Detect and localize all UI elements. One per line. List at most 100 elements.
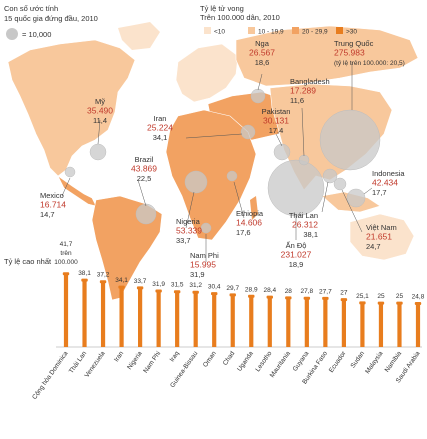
bar-cap-7: [192, 290, 199, 294]
map-label-9-rate: 31,9: [190, 270, 205, 279]
leader-indonesia: [363, 187, 373, 195]
russia-shape: [235, 25, 419, 87]
bar-value-label-12: 28: [285, 288, 293, 295]
bar-category-label-11: Lesotho: [254, 350, 273, 373]
map-label-10-name: Ethiopia: [236, 209, 264, 218]
bubble-indonesia: [346, 188, 366, 208]
bar-value-label-16: 25,1: [356, 293, 369, 300]
bar-category-label-0: Cộng hòa Dominica: [31, 350, 70, 401]
bar-category-label-4: Nigeria: [126, 350, 144, 371]
map-label-0-name: Trung Quốc: [334, 39, 374, 48]
bar-cap-11: [266, 295, 273, 299]
bar-category-label-10: Uganda: [236, 350, 255, 373]
bar-cap-0: [62, 272, 70, 276]
bar-cap-5: [155, 289, 162, 293]
map-label-2-rate: 11,6: [290, 96, 304, 105]
bar-value-label-4: 33,7: [134, 278, 147, 285]
bar-cap-13: [303, 296, 311, 300]
bar-value-label-7: 31,2: [189, 282, 202, 289]
leader-pakistan: [275, 133, 283, 147]
bar-cap-1: [81, 278, 88, 282]
bubble-ethiopia: [226, 170, 238, 182]
map-label-13-name: Indonesia: [372, 169, 405, 178]
map-label-7-name: Mexico: [40, 191, 64, 200]
map-label-12-value: 26.312: [292, 220, 318, 230]
bubble-india: [267, 159, 325, 217]
bar-category-label-8: Oman: [202, 350, 218, 369]
map-label-6-rate: 22,5: [137, 174, 152, 183]
bar-cap-15: [340, 298, 348, 302]
map-label-1-name: Nga: [255, 39, 270, 48]
bar-category-label-18: Namibia: [384, 350, 404, 374]
bubble-pakistan: [273, 143, 291, 161]
bar-cap-12: [285, 296, 292, 300]
map-label-5-rate: 34,1: [153, 133, 168, 142]
bar-category-label-16: Sudan: [350, 350, 367, 370]
legend-swatch-0: [204, 27, 211, 34]
map-label-6-name: Brazil: [135, 155, 154, 164]
bar-cap-8: [211, 292, 218, 296]
bar-cap-14: [322, 296, 329, 300]
europe-shape: [175, 43, 239, 103]
bubble-russia: [250, 88, 266, 104]
bar-value-label-1: 38,1: [78, 270, 91, 277]
bar-value-label-3: 34,1: [115, 277, 128, 284]
map-label-3-name: Pakistan: [262, 107, 291, 116]
bar-value-label-10: 28,9: [245, 286, 258, 293]
leader-usa: [97, 119, 101, 145]
map-label-3-rate: 17,4: [269, 126, 284, 135]
legend-circle-swatch: [6, 28, 18, 40]
map-label-14-name: Việt Nam: [366, 223, 397, 232]
madagascar-shape: [250, 196, 258, 220]
bar-cap-6: [173, 290, 181, 294]
bar-value-label-19: 24,8: [412, 293, 425, 300]
bar-category-label-3: Iran: [113, 350, 125, 364]
map-label-12-rate: 38,1: [303, 230, 318, 239]
bar-cap-9: [229, 293, 236, 297]
legend-label-0: <10: [214, 29, 225, 36]
leader-nigeria: [185, 191, 195, 229]
map-label-2-value: 17.289: [290, 86, 316, 96]
leader-thailand: [321, 181, 329, 213]
map-label-6-value: 43.869: [131, 164, 157, 174]
bar-cap-18: [396, 301, 403, 305]
bar-cap-10: [248, 294, 255, 298]
map-label-8-rate: 33,7: [176, 236, 191, 245]
map-label-10-rate: 17,6: [236, 228, 251, 237]
bar-value-label-8: 30,4: [208, 284, 221, 291]
legend-label-2: 20 - 29,9: [302, 29, 328, 36]
bar-value-label-15: 27: [340, 290, 348, 297]
map-label-1-rate: 18,6: [255, 58, 270, 67]
bubble-nigeria: [184, 170, 208, 194]
bubble-mexico: [64, 166, 76, 178]
first-value-label: 41,7 trên 100.000: [54, 241, 78, 266]
bar-value-label-11: 28,4: [263, 287, 276, 294]
bar-cap-16: [359, 301, 366, 305]
map-label-14-rate: 24,7: [366, 242, 381, 251]
leader-ethiopia: [233, 181, 245, 219]
bubble-iran: [240, 124, 256, 140]
map-label-4-name: Mỹ: [95, 97, 105, 106]
legend-left-title-1: Con số ước tính: [4, 4, 58, 13]
map-label-7-value: 16.714: [40, 200, 66, 210]
map-label-10-value: 14.606: [236, 218, 262, 228]
map-label-2-name: Bangladesh: [290, 77, 330, 86]
bubble-brazil: [135, 203, 157, 225]
map-label-9-name: Nam Phi: [190, 251, 219, 260]
bar-category-label-5: Nam Phi: [142, 350, 162, 374]
bar-value-label-18: 25: [396, 293, 404, 300]
bar-cap-2: [99, 280, 107, 284]
bubbles: [64, 88, 381, 234]
bar-category-label-15: Ecuador: [328, 349, 348, 374]
bubble-vietnam: [333, 177, 347, 191]
map-label-3-value: 30.131: [263, 116, 289, 126]
map-label-11-value: 231.027: [281, 250, 312, 260]
bar-value-label-0-line-1: trên: [60, 250, 72, 257]
map-label-8-name: Nigeria: [176, 217, 201, 226]
legend-swatch-1: [248, 27, 255, 34]
map-label-4-rate: 11,4: [93, 116, 107, 125]
australia-shape: [349, 213, 415, 261]
leader-mexico: [61, 177, 71, 197]
